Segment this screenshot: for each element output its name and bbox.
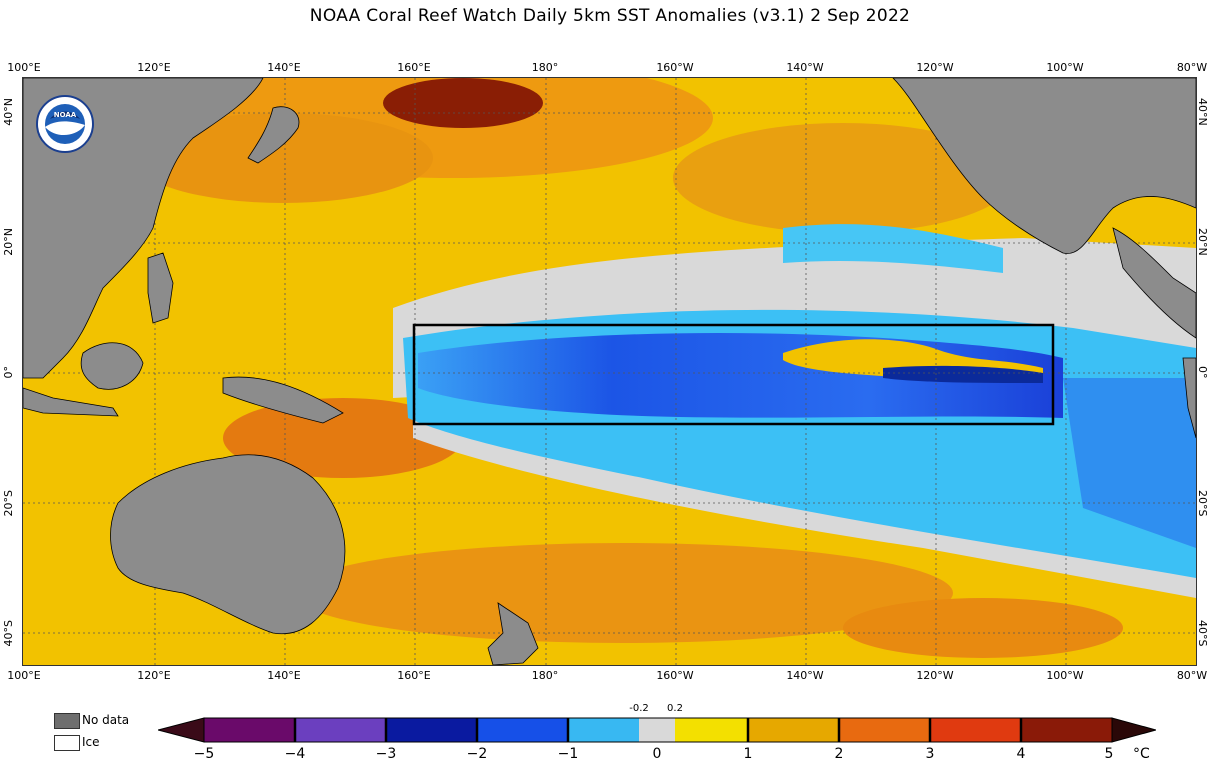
colorbar-minor-label: -0.2 (629, 703, 649, 714)
lon-tick: 80°W (1176, 669, 1208, 682)
lon-tick: 80°W (1176, 61, 1208, 74)
lon-tick: 100°W (1046, 669, 1084, 682)
lon-tick: 180° (531, 61, 559, 74)
lat-tick: 20°N (2, 228, 15, 256)
central-america (1112, 227, 1196, 339)
hot-anomaly-north (383, 78, 543, 128)
nino-region-box (412, 323, 1055, 426)
colorbar-label: 3 (925, 746, 935, 762)
warm-patch (293, 543, 953, 643)
cool-patch (783, 224, 1003, 273)
colorbar (158, 717, 1156, 743)
south-america (1182, 357, 1196, 439)
colorbar-label: −1 (557, 746, 579, 762)
java (23, 387, 119, 417)
ice-swatch (54, 735, 80, 751)
ice-label: Ice (82, 735, 100, 749)
asia-landmass (23, 78, 264, 379)
lon-tick: 140°W (786, 61, 824, 74)
colorbar-label: 1 (743, 746, 753, 762)
new-zealand (487, 602, 539, 665)
lon-tick: 120°E (137, 669, 171, 682)
warm-patch (223, 398, 463, 478)
colorbar-label: −3 (375, 746, 397, 762)
lat-tick: 40°S (2, 620, 15, 647)
sst-anomaly-map (22, 77, 1197, 666)
lat-tick: 0° (2, 366, 15, 379)
lat-tick: 20°N (1196, 228, 1209, 256)
lat-tick: 40°S (1196, 620, 1209, 647)
lat-tick: 20°S (1196, 490, 1209, 517)
colorbar-label: −4 (284, 746, 306, 762)
new-guinea (222, 376, 344, 424)
lat-tick: 0° (1196, 366, 1209, 379)
lon-tick: 180° (531, 669, 559, 682)
lon-tick: 120°W (916, 669, 954, 682)
warm-patch (133, 113, 433, 203)
cold-core (883, 365, 1043, 383)
map-title: NOAA Coral Reef Watch Daily 5km SST Anom… (309, 6, 911, 26)
north-america (892, 78, 1196, 254)
lon-tick: 160°W (656, 61, 694, 74)
lon-tick: 140°E (267, 669, 301, 682)
lon-tick: 120°W (916, 61, 954, 74)
lon-tick: 100°W (1046, 61, 1084, 74)
colorbar-label: 2 (834, 746, 844, 762)
noaa-logo-icon: NOAA (36, 95, 94, 153)
warm-patch (843, 598, 1123, 658)
colorbar-label: 0 (652, 746, 662, 762)
borneo (80, 342, 144, 390)
colorbar-label: −5 (193, 746, 215, 762)
warm-patch (673, 123, 1013, 233)
lon-tick: 140°W (786, 669, 824, 682)
lon-tick: 100°E (7, 669, 41, 682)
lon-tick: 100°E (7, 61, 41, 74)
lon-tick: 160°E (397, 669, 431, 682)
lon-tick: 120°E (137, 61, 171, 74)
australia (110, 454, 346, 635)
logo-text: NOAA (54, 111, 77, 119)
lon-tick: 160°W (656, 669, 694, 682)
philippines (147, 252, 174, 324)
colorbar-label: −2 (466, 746, 488, 762)
colorbar-minor-label: 0.2 (667, 703, 683, 714)
colorbar-label: 5 (1104, 746, 1114, 762)
japan (247, 106, 300, 164)
lat-tick: 20°S (2, 490, 15, 517)
colorbar-segments (204, 718, 1112, 742)
cool-patch (1063, 378, 1196, 548)
colorbar-label: 4 (1016, 746, 1026, 762)
colorbar-unit: °C (1133, 746, 1150, 762)
no-data-label: No data (82, 713, 130, 727)
noaa-logo: NOAA (36, 95, 94, 153)
lat-tick: 40°N (1196, 98, 1209, 126)
lat-tick: 40°N (2, 98, 15, 126)
lon-tick: 140°E (267, 61, 301, 74)
map-canvas (23, 78, 1196, 665)
lon-tick: 160°E (397, 61, 431, 74)
no-data-swatch (54, 713, 80, 729)
land (23, 78, 1196, 665)
